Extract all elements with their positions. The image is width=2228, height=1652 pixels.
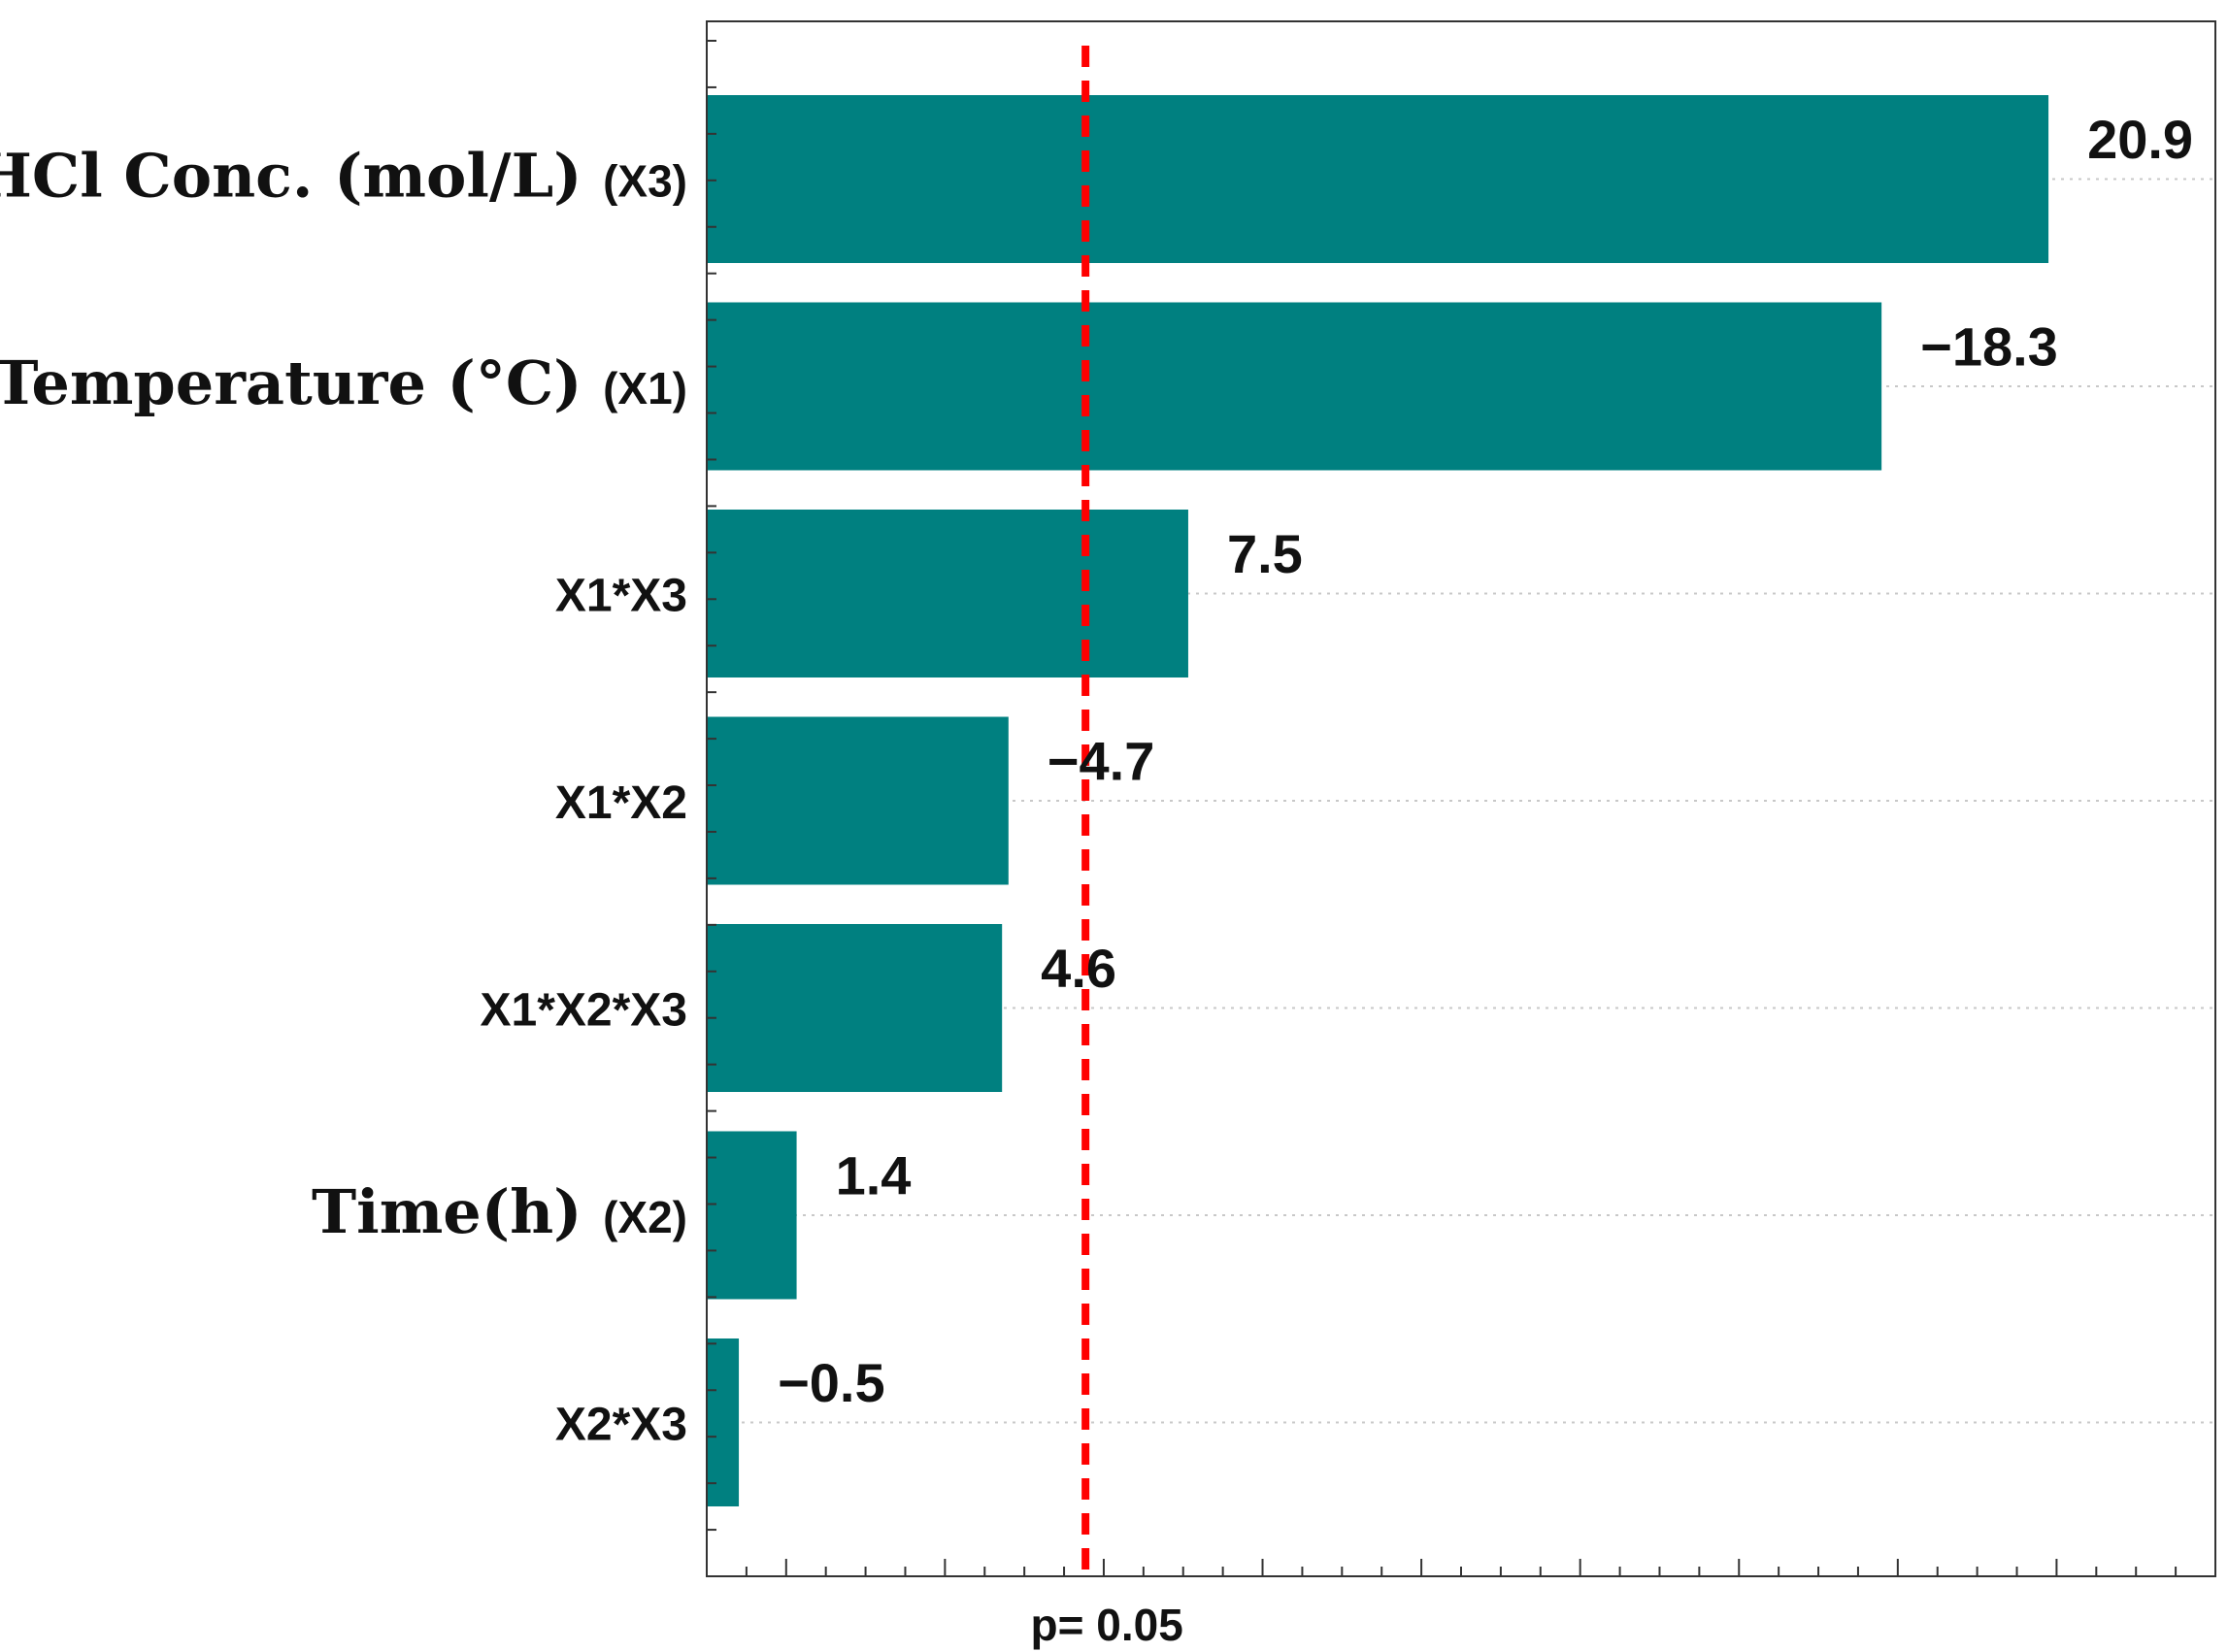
category-labels: HCl Conc. (mol/L) (X3) Temperature (°C) (… bbox=[0, 141, 687, 1451]
bar bbox=[707, 302, 1882, 471]
bar-value-label: 4.6 bbox=[1041, 938, 1116, 999]
category-label: Temperature (°C) (X1) bbox=[0, 347, 687, 418]
category-label-suffix: (X2) bbox=[603, 1192, 687, 1242]
bar-value-label: −18.3 bbox=[1920, 316, 2058, 378]
bar bbox=[707, 716, 1009, 885]
category-label-suffix: X1*X3 bbox=[555, 571, 687, 622]
bars bbox=[707, 95, 2049, 1506]
category-label: X1*X3 bbox=[555, 571, 687, 622]
axis-ticks bbox=[706, 40, 2216, 1577]
category-label: Time(h) (X2) bbox=[312, 1176, 687, 1247]
category-label-main: Time(h) bbox=[312, 1176, 603, 1247]
value-labels: 20.9 −18.3 7.5 −4.7 4.6 1.4 −0.5 bbox=[778, 109, 2193, 1413]
category-label: HCl Conc. (mol/L) (X3) bbox=[0, 141, 687, 212]
category-label-main: HCl Conc. (mol/L) bbox=[0, 141, 603, 212]
category-label: X2*X3 bbox=[555, 1400, 687, 1451]
bar-value-label: 20.9 bbox=[2087, 109, 2193, 170]
bar-value-label: −4.7 bbox=[1047, 731, 1155, 792]
reference-line-label: p= 0.05 bbox=[1031, 1600, 1183, 1650]
category-label: X1*X2*X3 bbox=[481, 985, 688, 1037]
category-label: X1*X2 bbox=[555, 777, 687, 829]
category-label-suffix: X1*X2 bbox=[555, 777, 687, 829]
bar bbox=[707, 924, 1003, 1092]
category-label-suffix: X1*X2*X3 bbox=[481, 985, 688, 1037]
category-label-suffix: (X3) bbox=[603, 156, 687, 207]
category-label-main: Temperature (°C) bbox=[0, 347, 603, 418]
category-label-suffix: X2*X3 bbox=[555, 1400, 687, 1451]
bar-value-label: −0.5 bbox=[778, 1352, 885, 1413]
bar bbox=[707, 510, 1188, 677]
category-label-suffix: (X1) bbox=[603, 363, 687, 413]
bar bbox=[707, 95, 2049, 263]
bar-value-label: 7.5 bbox=[1227, 523, 1303, 584]
bar-value-label: 1.4 bbox=[836, 1145, 912, 1206]
bar bbox=[707, 1131, 797, 1300]
bar bbox=[707, 1338, 740, 1506]
